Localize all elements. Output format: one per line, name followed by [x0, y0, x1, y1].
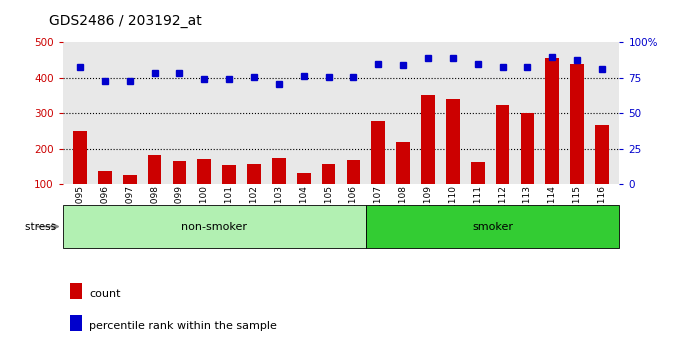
Bar	[496, 105, 509, 219]
Bar	[521, 113, 535, 219]
Text: count: count	[89, 289, 120, 299]
Bar	[148, 155, 161, 219]
Bar	[222, 165, 236, 219]
Bar	[546, 58, 559, 219]
Bar	[272, 158, 286, 219]
Bar	[446, 99, 460, 219]
Text: percentile rank within the sample: percentile rank within the sample	[89, 321, 277, 331]
Bar	[98, 171, 112, 219]
Bar	[595, 125, 609, 219]
Text: stress: stress	[25, 222, 59, 232]
Bar	[297, 173, 310, 219]
Bar	[73, 131, 87, 219]
Bar	[322, 164, 335, 219]
Bar	[570, 64, 584, 219]
Bar	[396, 142, 410, 219]
Bar	[198, 159, 211, 219]
Bar	[123, 175, 136, 219]
Text: GDS2486 / 203192_at: GDS2486 / 203192_at	[49, 14, 201, 28]
Text: non-smoker: non-smoker	[182, 222, 248, 232]
Bar	[421, 95, 435, 219]
Bar	[247, 164, 261, 219]
Bar	[471, 162, 484, 219]
Bar	[347, 160, 361, 219]
Text: smoker: smoker	[473, 222, 514, 232]
Bar	[372, 121, 385, 219]
Bar	[173, 161, 187, 219]
